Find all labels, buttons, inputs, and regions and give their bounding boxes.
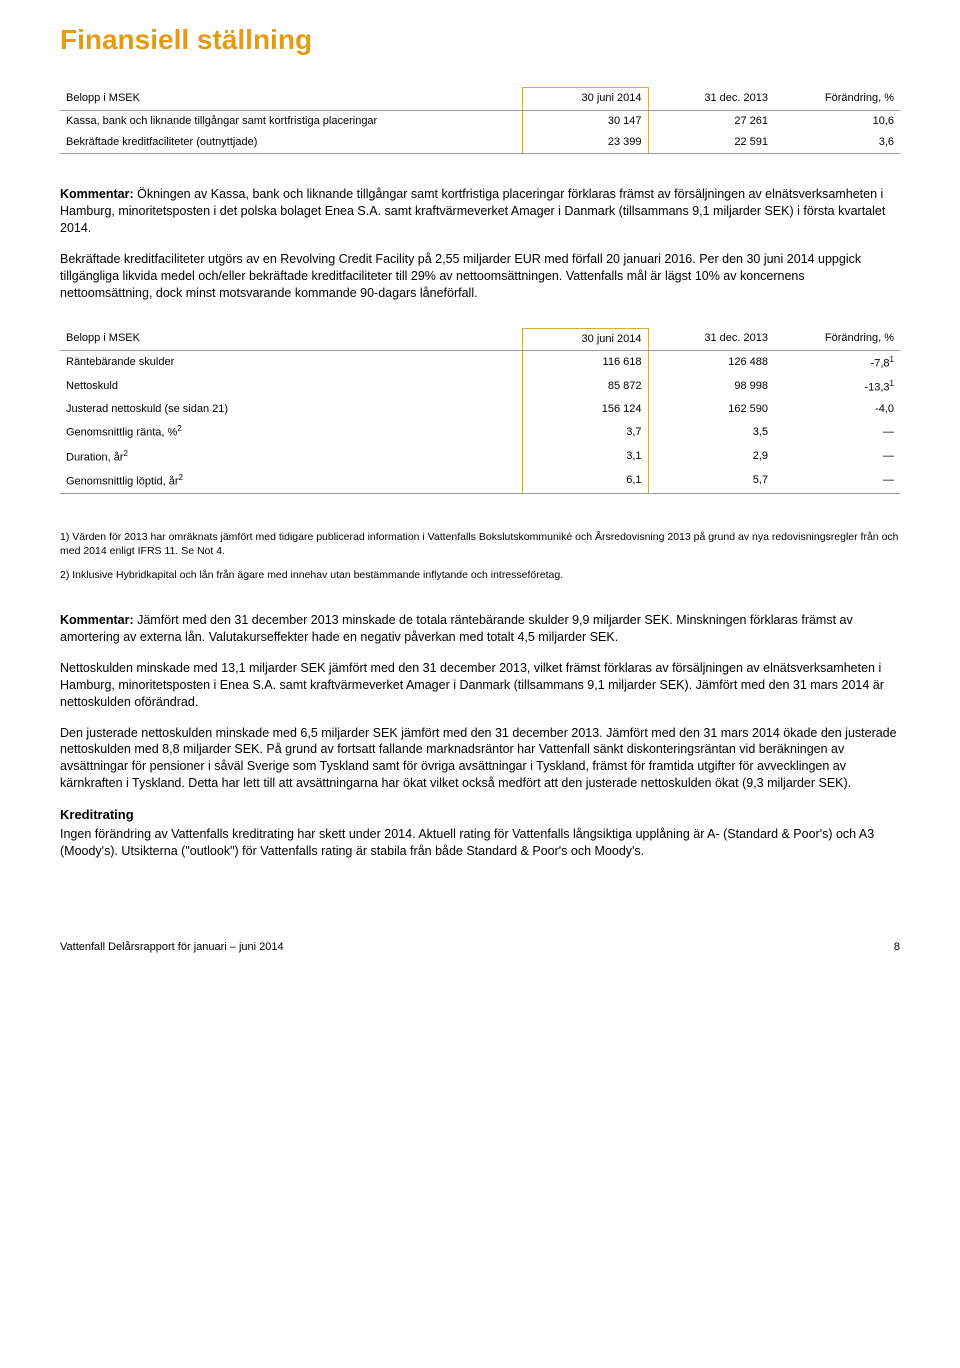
cell-c3: 3,6: [774, 132, 900, 154]
cell-c2: 98 998: [648, 375, 774, 399]
footnote: 2) Inklusive Hybridkapital och lån från …: [60, 568, 900, 582]
cell-label: Räntebärande skulder: [60, 351, 522, 376]
cell-c3: —: [774, 469, 900, 494]
superscript: 2: [177, 424, 181, 433]
footnote: 1) Värden för 2013 har omräknats jämfört…: [60, 530, 900, 558]
cell-c3: —: [774, 420, 900, 444]
table-row: Kassa, bank och liknande tillgångar samt…: [60, 110, 900, 132]
cell-c3: -13,31: [774, 375, 900, 399]
credit-heading: Kreditrating: [60, 806, 900, 824]
cell-label: Kassa, bank och liknande tillgångar samt…: [60, 110, 522, 132]
comment-paragraph: Kommentar: Jämfört med den 31 december 2…: [60, 612, 900, 646]
cell-c1: 3,1: [522, 445, 648, 469]
footer-page-number: 8: [894, 940, 900, 955]
col-c2: 31 dec. 2013: [648, 328, 774, 350]
cell-c3: 10,6: [774, 110, 900, 132]
cell-label: Justerad nettoskuld (se sidan 21): [60, 399, 522, 420]
comment-paragraph: Kommentar: Ökningen av Kassa, bank och l…: [60, 186, 900, 237]
table-row: Duration, år23,12,9—: [60, 445, 900, 469]
col-c1: 30 juni 2014: [522, 328, 648, 350]
cell-c1: 30 147: [522, 110, 648, 132]
cell-c2: 2,9: [648, 445, 774, 469]
table-header-row: Belopp i MSEK 30 juni 2014 31 dec. 2013 …: [60, 88, 900, 110]
comment-text: Ökningen av Kassa, bank och liknande til…: [60, 187, 885, 235]
col-label: Belopp i MSEK: [60, 328, 522, 350]
table-row: Räntebärande skulder116 618126 488-7,81: [60, 351, 900, 376]
superscript: 1: [890, 379, 894, 388]
cell-label: Nettoskuld: [60, 375, 522, 399]
cell-label: Bekräftade kreditfaciliteter (outnyttjad…: [60, 132, 522, 154]
page-title: Finansiell ställning: [60, 20, 900, 59]
cell-label: Genomsnittlig löptid, år2: [60, 469, 522, 494]
credit-body: Ingen förändring av Vattenfalls kreditra…: [60, 826, 900, 860]
comment-paragraph: Den justerade nettoskulden minskade med …: [60, 725, 900, 793]
cell-c2: 5,7: [648, 469, 774, 494]
table-liquidity: Belopp i MSEK 30 juni 2014 31 dec. 2013 …: [60, 87, 900, 154]
cell-label: Duration, år2: [60, 445, 522, 469]
superscript: 2: [123, 449, 127, 458]
col-c3: Förändring, %: [774, 328, 900, 350]
cell-c1: 85 872: [522, 375, 648, 399]
table-row: Nettoskuld85 87298 998-13,31: [60, 375, 900, 399]
table-row: Genomsnittlig ränta, %23,73,5—: [60, 420, 900, 444]
superscript: 1: [890, 355, 894, 364]
cell-c1: 23 399: [522, 132, 648, 154]
col-c1: 30 juni 2014: [522, 88, 648, 110]
comment-label: Kommentar:: [60, 187, 134, 201]
cell-c2: 162 590: [648, 399, 774, 420]
table-row: Justerad nettoskuld (se sidan 21)156 124…: [60, 399, 900, 420]
cell-c3: -4,0: [774, 399, 900, 420]
page-footer: Vattenfall Delårsrapport för januari – j…: [60, 940, 900, 955]
table-debt: Belopp i MSEK 30 juni 2014 31 dec. 2013 …: [60, 328, 900, 494]
cell-c2: 3,5: [648, 420, 774, 444]
cell-c2: 126 488: [648, 351, 774, 376]
col-label: Belopp i MSEK: [60, 88, 522, 110]
cell-c1: 156 124: [522, 399, 648, 420]
comment-paragraph: Nettoskulden minskade med 13,1 miljarder…: [60, 660, 900, 711]
cell-c1: 6,1: [522, 469, 648, 494]
table-header-row: Belopp i MSEK 30 juni 2014 31 dec. 2013 …: [60, 328, 900, 350]
col-c3: Förändring, %: [774, 88, 900, 110]
cell-c1: 3,7: [522, 420, 648, 444]
cell-c3: -7,81: [774, 351, 900, 376]
table-row: Genomsnittlig löptid, år26,15,7—: [60, 469, 900, 494]
footer-left: Vattenfall Delårsrapport för januari – j…: [60, 940, 284, 955]
table-row: Bekräftade kreditfaciliteter (outnyttjad…: [60, 132, 900, 154]
cell-label: Genomsnittlig ränta, %2: [60, 420, 522, 444]
comment-paragraph: Bekräftade kreditfaciliteter utgörs av e…: [60, 251, 900, 302]
comment-label: Kommentar:: [60, 613, 134, 627]
cell-c2: 27 261: [648, 110, 774, 132]
cell-c3: —: [774, 445, 900, 469]
cell-c2: 22 591: [648, 132, 774, 154]
comment-text: Jämfört med den 31 december 2013 minskad…: [60, 613, 853, 644]
superscript: 2: [179, 473, 183, 482]
col-c2: 31 dec. 2013: [648, 88, 774, 110]
cell-c1: 116 618: [522, 351, 648, 376]
